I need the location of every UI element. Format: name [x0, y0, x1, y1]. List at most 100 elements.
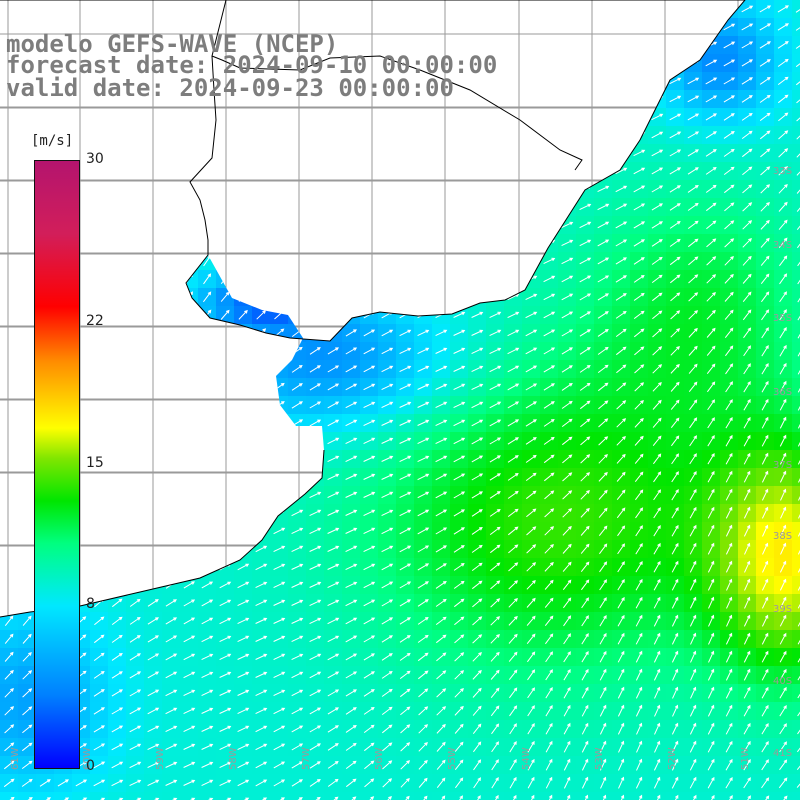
wind-arrow	[707, 578, 715, 591]
wind-arrow	[418, 795, 428, 800]
wind-arrow	[399, 581, 412, 589]
wind-arrow	[453, 455, 466, 463]
wind-arrow	[708, 650, 715, 663]
wind-cell	[792, 36, 800, 54]
wind-arrow	[545, 651, 553, 663]
wind-arrow	[797, 452, 800, 465]
wind-cell	[576, 792, 594, 800]
wind-arrow	[562, 472, 573, 482]
wind-arrow	[255, 725, 268, 733]
wind-arrow	[454, 723, 464, 734]
wind-arrow	[545, 633, 554, 645]
wind-arrow	[760, 273, 770, 285]
wind-arrow	[796, 94, 800, 104]
wind-arrow	[797, 650, 800, 663]
wind-cell	[360, 792, 378, 800]
wind-arrow	[563, 669, 571, 681]
wind-arrow	[706, 238, 717, 248]
wind-arrow	[147, 761, 160, 769]
wind-arrow	[472, 598, 483, 608]
wind-arrow	[581, 651, 589, 663]
wind-arrow	[183, 689, 196, 697]
wind-arrow	[779, 255, 788, 267]
wind-arrow	[669, 167, 682, 175]
wind-arrow	[183, 599, 196, 607]
longitude-label: 52W	[667, 747, 678, 770]
wind-arrow	[489, 347, 502, 355]
wind-arrow	[743, 632, 751, 645]
wind-arrow	[581, 776, 589, 789]
wind-arrow	[579, 239, 592, 247]
longitude-label: 56W	[374, 747, 385, 770]
wind-arrow	[599, 561, 608, 573]
wind-arrow	[543, 311, 556, 319]
wind-arrow	[741, 5, 754, 13]
wind-arrow	[545, 669, 553, 681]
wind-arrow	[291, 689, 304, 697]
wind-cell	[612, 792, 630, 800]
wind-arrow	[201, 725, 214, 732]
wind-arrow	[616, 400, 627, 410]
wind-arrow	[417, 383, 430, 390]
wind-cell	[414, 792, 432, 800]
wind-arrow	[743, 668, 751, 681]
wind-arrow	[490, 705, 500, 717]
wind-arrow	[473, 741, 482, 753]
wind-cell	[198, 792, 216, 800]
wind-arrow	[635, 542, 643, 555]
wind-arrow	[652, 381, 662, 392]
wind-arrow	[381, 688, 393, 697]
wind-arrow	[455, 777, 464, 789]
wind-arrow	[725, 560, 733, 573]
wind-arrow	[762, 560, 769, 573]
wind-arrow	[399, 365, 412, 373]
wind-arrow	[653, 776, 661, 789]
wind-arrow	[203, 273, 212, 285]
wind-arrow	[491, 776, 499, 789]
wind-arrow	[436, 706, 447, 716]
wind-cell	[792, 162, 800, 180]
wind-arrow	[454, 687, 464, 698]
wind-arrow	[22, 615, 32, 626]
wind-arrow	[778, 166, 789, 176]
wind-arrow	[671, 578, 679, 591]
wind-arrow	[417, 491, 430, 499]
wind-arrow	[796, 201, 800, 212]
wind-arrow	[381, 653, 393, 661]
wind-arrow	[381, 365, 394, 373]
wind-arrow	[689, 435, 697, 447]
wind-arrow	[291, 653, 304, 661]
wind-arrow	[688, 345, 698, 356]
wind-arrow	[183, 617, 196, 625]
wind-arrow	[707, 434, 715, 447]
wind-arrow	[759, 41, 772, 49]
wind-arrow	[797, 398, 800, 411]
wind-arrow	[543, 436, 555, 445]
wind-cell	[792, 702, 800, 720]
wind-arrow	[724, 202, 735, 212]
wind-arrow	[364, 760, 375, 770]
wind-arrow	[635, 561, 643, 573]
wind-arrow	[381, 473, 394, 480]
wind-arrow	[418, 741, 428, 752]
wind-arrow	[490, 562, 501, 572]
wind-arrow	[399, 329, 412, 337]
wind-arrow	[705, 131, 718, 139]
wind-arrow	[75, 779, 88, 787]
wind-arrow	[471, 509, 483, 517]
wind-arrow	[653, 489, 661, 501]
wind-arrow	[599, 740, 607, 753]
wind-arrow	[689, 524, 697, 537]
wind-arrow	[705, 113, 717, 121]
wind-arrow	[345, 707, 357, 715]
wind-arrow	[309, 743, 321, 751]
wind-arrow	[743, 345, 751, 357]
wind-arrow	[436, 777, 446, 789]
wind-arrow	[615, 311, 627, 319]
wind-arrow	[725, 345, 734, 357]
wind-cell	[792, 756, 800, 774]
wind-arrow	[615, 275, 628, 283]
wind-arrow	[669, 274, 681, 284]
wind-arrow	[599, 758, 607, 771]
wind-arrow	[778, 795, 788, 800]
